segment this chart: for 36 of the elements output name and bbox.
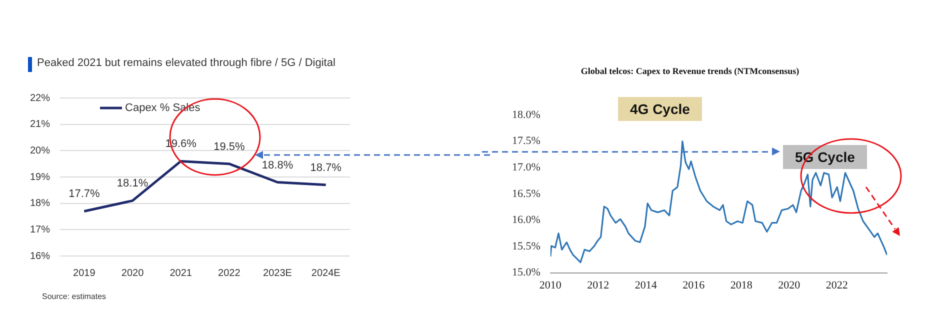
data-label: 18.8% — [262, 159, 294, 172]
x-tick-label: 2022 — [218, 268, 241, 279]
y-tick-label: 18.0% — [512, 108, 540, 121]
y-tick-label: 17.0% — [512, 161, 540, 174]
y-tick-label: 18% — [30, 198, 50, 210]
y-tick-label: 20% — [30, 145, 50, 156]
annotation: 4G Cycle — [618, 97, 702, 121]
x-tick-label: 2022 — [826, 279, 848, 292]
x-tick-label: 2021 — [170, 268, 192, 279]
source-note: Source: estimates — [42, 292, 106, 301]
x-tick-label: 2012 — [587, 279, 610, 292]
x-tick-label: 2019 — [73, 268, 96, 279]
y-tick-label: 15.5% — [512, 240, 540, 252]
y-tick-label: 16% — [30, 250, 50, 262]
y-tick-label: 17% — [30, 224, 50, 236]
x-tick-label: 2024E — [311, 268, 341, 279]
x-tick-label: 2020 — [778, 279, 801, 292]
x-tick-label: 2018 — [730, 279, 753, 292]
data-label: 18.1% — [116, 178, 148, 190]
y-tick-label: 15.0% — [512, 266, 540, 279]
y-tick-label: 21% — [30, 119, 50, 130]
x-tick-label: 2016 — [682, 279, 706, 292]
x-tick-label: 2010 — [539, 279, 562, 292]
x-tick-label: 2023E — [263, 268, 292, 279]
y-tick-label: 19% — [30, 172, 50, 183]
x-tick-label: 2014 — [634, 279, 658, 292]
data-label: 17.7% — [68, 188, 100, 200]
y-tick-label: 17.5% — [512, 135, 540, 148]
chart-title: Peaked 2021 but remains elevated through fibre / 5G / Digital — [37, 57, 336, 69]
x-tick-label: 2020 — [121, 268, 144, 279]
y-tick-label: 16.5% — [512, 188, 540, 200]
data-label: 19.5% — [214, 140, 245, 153]
y-tick-label: 22% — [30, 92, 50, 104]
data-label: 18.7% — [310, 162, 342, 174]
chart-title: Global telcos: Capex to Revenue trends (NTMconsensus) — [580, 66, 800, 76]
y-tick-label: 16.0% — [512, 214, 540, 226]
